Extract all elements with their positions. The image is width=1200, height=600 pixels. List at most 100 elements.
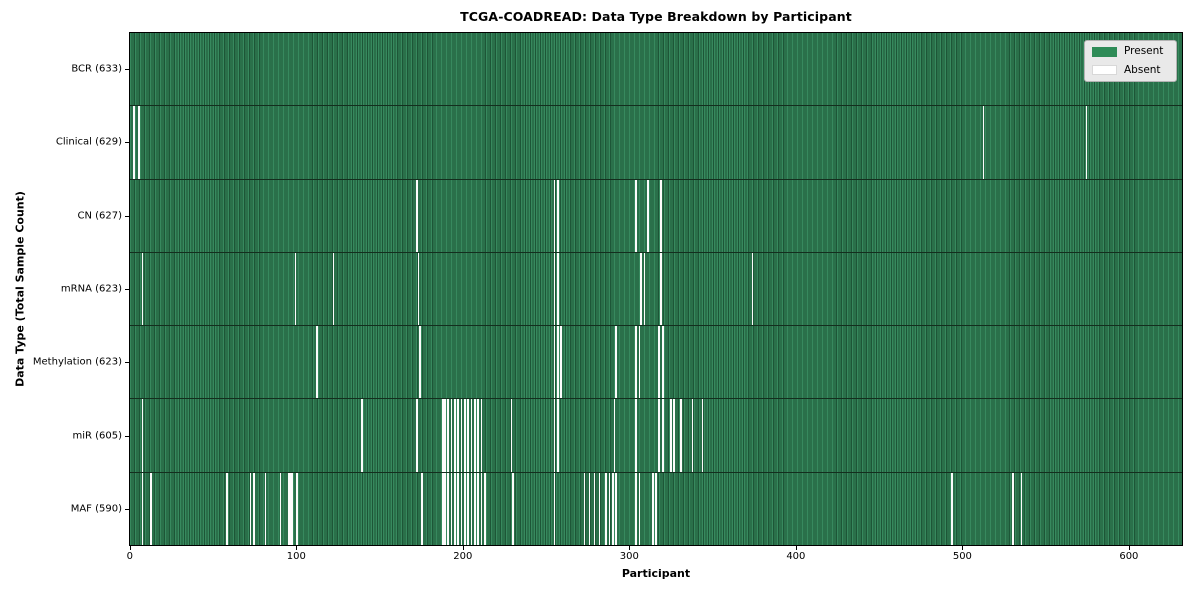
absent-stripe <box>249 472 252 545</box>
absent-stripe <box>673 399 676 472</box>
x-tick-label: 300 <box>619 551 639 562</box>
absent-stripe <box>661 326 664 399</box>
y-tick-label: MAF (590) <box>70 503 122 515</box>
absent-stripe <box>477 472 480 545</box>
absent-stripe <box>553 179 556 252</box>
absent-stripe <box>444 399 446 472</box>
absent-stripe <box>643 252 646 326</box>
legend-label-present: Present <box>1124 45 1164 57</box>
absent-stripe <box>1020 472 1023 545</box>
x-tick-label: 600 <box>1119 551 1139 562</box>
heatmap-row-clinical <box>130 105 1182 179</box>
heatmap-row-mir <box>130 398 1182 472</box>
absent-stripe <box>287 472 290 545</box>
x-tick-label: 200 <box>453 551 473 562</box>
absent-stripe <box>480 399 483 472</box>
y-tick-mark <box>125 68 129 70</box>
absent-stripe <box>480 472 483 545</box>
absent-stripe <box>460 472 463 545</box>
absent-stripe <box>680 399 682 472</box>
absent-stripe <box>289 472 292 545</box>
absent-stripe <box>557 252 559 326</box>
absent-stripe <box>658 326 661 399</box>
x-tick-mark <box>629 546 631 550</box>
absent-stripe <box>635 399 637 472</box>
absent-stripe <box>660 252 662 326</box>
x-tick-mark <box>296 546 298 550</box>
plot-area <box>129 32 1183 546</box>
heatmap-row-bcr <box>130 33 1182 106</box>
absent-stripe <box>447 399 450 472</box>
absent-stripe <box>474 472 476 545</box>
y-tick-mark <box>125 362 129 364</box>
absent-stripe <box>442 472 445 545</box>
absent-stripe <box>557 399 559 472</box>
absent-stripe <box>454 399 456 472</box>
absent-stripe <box>450 472 453 545</box>
absent-stripe <box>1012 472 1015 545</box>
absent-stripe <box>442 399 445 472</box>
legend-entry-absent: Absent <box>1092 64 1169 77</box>
absent-stripe <box>264 472 267 545</box>
y-tick-mark <box>125 215 129 217</box>
absent-stripe <box>444 472 446 545</box>
present-swatch-icon <box>1092 46 1117 57</box>
absent-stripe <box>593 472 596 545</box>
absent-stripe <box>467 472 470 545</box>
x-tick-label: 100 <box>286 551 306 562</box>
heatmap-row-mrna <box>130 251 1182 326</box>
absent-stripe <box>294 252 297 326</box>
y-tick-mark <box>125 509 129 511</box>
y-tick-label: Methylation (623) <box>32 356 122 368</box>
chart-title: TCGA-COADREAD: Data Type Breakdown by Pa… <box>460 9 852 24</box>
y-tick-label: miR (605) <box>72 430 122 442</box>
absent-stripe <box>691 399 694 472</box>
legend-entry-present: Present <box>1092 46 1169 58</box>
absent-stripe <box>615 326 617 399</box>
absent-stripe <box>454 472 456 545</box>
absent-stripe <box>635 326 637 399</box>
absent-stripe <box>701 399 704 472</box>
absent-stripe <box>419 326 421 399</box>
absent-stripe <box>138 106 140 179</box>
absent-stripe <box>638 326 641 399</box>
absent-stripe <box>420 472 423 545</box>
heatmap-row-cn <box>130 178 1182 252</box>
absent-stripe <box>658 399 661 472</box>
absent-stripe <box>588 472 591 545</box>
absent-stripe <box>638 472 641 545</box>
absent-stripe <box>557 326 559 399</box>
absent-stripe <box>615 472 617 545</box>
y-tick-mark <box>125 435 129 437</box>
absent-stripe <box>613 399 616 472</box>
absent-stripe <box>651 472 654 545</box>
x-tick-mark <box>462 546 464 550</box>
absent-stripe <box>141 252 144 326</box>
absent-stripe <box>608 472 611 545</box>
absent-stripe <box>560 326 563 399</box>
absent-stripe <box>510 399 513 472</box>
y-tick-label: mRNA (623) <box>60 283 122 295</box>
absent-stripe <box>655 472 657 545</box>
absent-stripe <box>553 252 556 326</box>
absent-stripe <box>279 472 282 545</box>
absent-stripe <box>635 179 637 252</box>
x-tick-mark <box>962 546 964 550</box>
y-tick-label: Clinical (629) <box>55 136 122 148</box>
absent-stripe <box>483 472 486 545</box>
absent-stripe <box>605 472 607 545</box>
y-tick-label: CN (627) <box>77 210 122 222</box>
y-tick-mark <box>125 289 129 290</box>
absent-stripe <box>296 472 298 545</box>
absent-stripe <box>950 472 953 545</box>
absent-stripe <box>464 399 466 472</box>
absent-stripe <box>149 472 152 545</box>
absent-stripe <box>557 179 559 252</box>
x-tick-mark <box>795 546 797 550</box>
absent-stripe <box>553 399 556 472</box>
absent-stripe <box>457 472 460 545</box>
absent-stripe <box>133 106 135 179</box>
absent-stripe <box>467 399 470 472</box>
heatmap-row-methylation <box>130 325 1182 399</box>
